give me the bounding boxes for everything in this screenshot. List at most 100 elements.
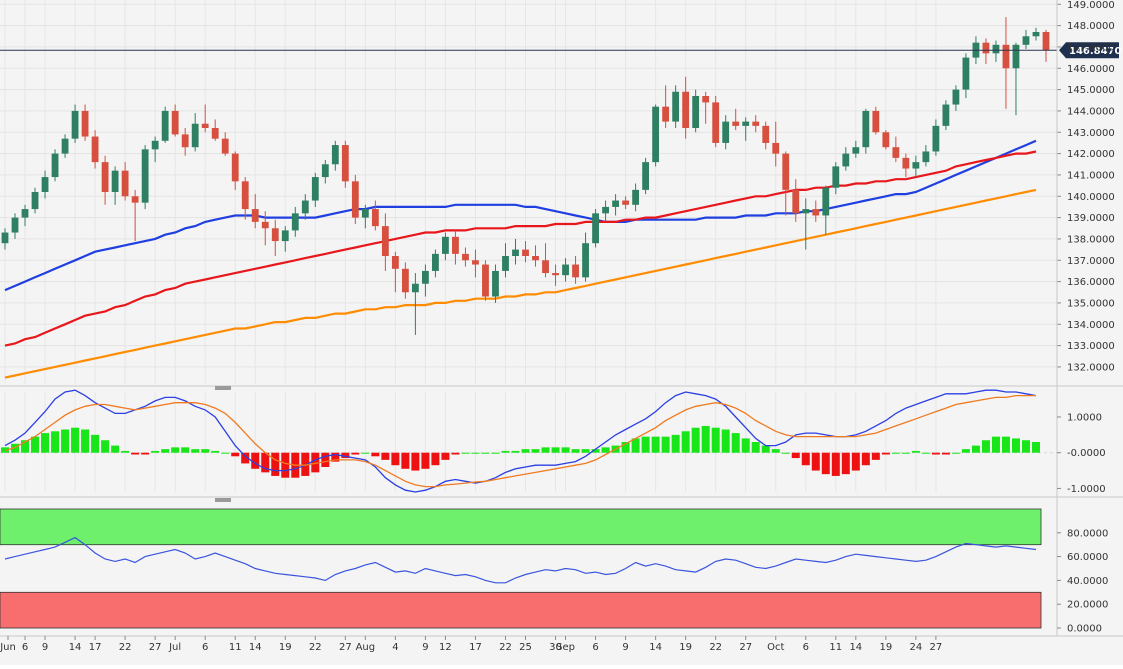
macd-histogram-bar bbox=[661, 436, 670, 453]
macd-histogram-bar bbox=[1021, 440, 1030, 453]
macd-histogram-bar bbox=[941, 452, 950, 455]
candle bbox=[642, 157, 650, 195]
candle-body bbox=[662, 106, 670, 122]
candle bbox=[181, 128, 189, 156]
last-price-label: 146.8470 bbox=[1069, 46, 1122, 57]
candle bbox=[812, 200, 820, 222]
panel-resize-handle[interactable] bbox=[215, 498, 231, 502]
candle bbox=[952, 85, 960, 111]
candle bbox=[652, 104, 660, 167]
price-tick-label: 138.0000 bbox=[1067, 234, 1115, 245]
candle bbox=[201, 104, 209, 133]
candle bbox=[31, 187, 39, 214]
macd-histogram-bar bbox=[571, 449, 580, 453]
macd-histogram-bar bbox=[691, 427, 700, 453]
candle-body bbox=[171, 110, 179, 135]
macd-histogram-bar bbox=[731, 433, 740, 453]
x-tick-label: 6 bbox=[202, 642, 208, 653]
rsi-tick-label: 0.0000 bbox=[1067, 624, 1102, 635]
candle bbox=[882, 130, 890, 150]
macd-histogram-bar bbox=[701, 425, 710, 453]
candle-body bbox=[261, 221, 269, 229]
candle-body bbox=[852, 147, 860, 154]
x-tick-label: 19 bbox=[879, 642, 892, 653]
x-tick-label: 19 bbox=[679, 642, 692, 653]
price-tick-label: 134.0000 bbox=[1067, 320, 1115, 331]
x-tick-label: 11 bbox=[229, 642, 242, 653]
candle bbox=[81, 104, 89, 141]
candle bbox=[21, 204, 29, 227]
candle bbox=[472, 249, 479, 278]
candle-body bbox=[522, 249, 529, 256]
macd-histogram-bar bbox=[451, 452, 460, 455]
candle-body bbox=[982, 42, 990, 54]
macd-histogram-bar bbox=[111, 445, 120, 453]
candle bbox=[592, 209, 599, 248]
x-tick-label: 6 bbox=[592, 642, 598, 653]
candle-body bbox=[351, 181, 359, 218]
macd-histogram-bar bbox=[361, 452, 370, 454]
candle-body bbox=[81, 110, 89, 137]
candle bbox=[722, 115, 730, 150]
macd-histogram-bar bbox=[331, 452, 340, 462]
x-tick-label: 14 bbox=[69, 642, 82, 653]
macd-histogram-bar bbox=[1031, 442, 1040, 453]
rsi-zones bbox=[0, 508, 1042, 629]
candle bbox=[442, 232, 449, 261]
macd-histogram-bar bbox=[151, 450, 160, 453]
price-tick-label: 147.0000 bbox=[1067, 42, 1115, 53]
x-tick-label: 24 bbox=[910, 642, 923, 653]
price-tick-label: 135.0000 bbox=[1067, 298, 1115, 309]
price-panel-bg bbox=[0, 0, 1057, 384]
candle-body bbox=[191, 123, 199, 148]
candle-body bbox=[11, 217, 19, 233]
candle bbox=[822, 185, 830, 235]
macd-histogram-bar bbox=[381, 452, 390, 460]
panel-resize-handle[interactable] bbox=[215, 386, 231, 390]
candle-body bbox=[622, 200, 629, 205]
candle bbox=[582, 232, 589, 282]
candle-body bbox=[411, 283, 419, 293]
x-tick-label: 27 bbox=[930, 642, 943, 653]
candle-body bbox=[952, 89, 960, 105]
x-tick-label: 11 bbox=[829, 642, 842, 653]
macd-histogram-bar bbox=[711, 427, 720, 453]
x-tick-label: Sep bbox=[556, 642, 575, 653]
macd-histogram-bar bbox=[341, 452, 350, 459]
candle bbox=[452, 230, 459, 265]
candle-body bbox=[321, 164, 329, 178]
macd-signal-line bbox=[4, 394, 1036, 488]
macd-histogram-bar bbox=[781, 452, 790, 454]
candle-body bbox=[151, 140, 159, 150]
candle-body bbox=[612, 200, 619, 207]
macd-histogram-bar bbox=[851, 452, 860, 471]
candle bbox=[361, 204, 369, 229]
macd-histogram-bar bbox=[261, 452, 270, 473]
macd-histogram-bar bbox=[961, 449, 970, 453]
price-tick-label: 141.0000 bbox=[1067, 170, 1115, 181]
candle-body bbox=[391, 256, 399, 269]
candle bbox=[141, 145, 149, 210]
macd-histogram-bar bbox=[191, 449, 200, 453]
candle-body bbox=[311, 177, 319, 201]
macd-histogram-bar bbox=[221, 452, 230, 454]
macd-histogram-bar bbox=[441, 452, 450, 460]
candle-body bbox=[281, 230, 289, 242]
candle-body bbox=[1, 232, 9, 244]
candle-body bbox=[462, 253, 469, 261]
candle bbox=[512, 238, 519, 265]
macd-histogram-bar bbox=[831, 452, 840, 476]
candle-body bbox=[822, 187, 830, 216]
macd-histogram-bar bbox=[751, 442, 760, 453]
macd-histogram-bar bbox=[131, 452, 140, 455]
candle bbox=[492, 264, 499, 303]
candle-body bbox=[221, 138, 229, 154]
rsi-tick-label: 60.0000 bbox=[1067, 552, 1108, 563]
candle-body bbox=[762, 125, 770, 143]
candle bbox=[1042, 29, 1050, 62]
candle-body bbox=[201, 123, 209, 128]
candle-body bbox=[231, 153, 239, 182]
macd-histogram-bar bbox=[471, 452, 480, 454]
macd-histogram-bar bbox=[971, 445, 980, 453]
candle bbox=[552, 264, 559, 286]
